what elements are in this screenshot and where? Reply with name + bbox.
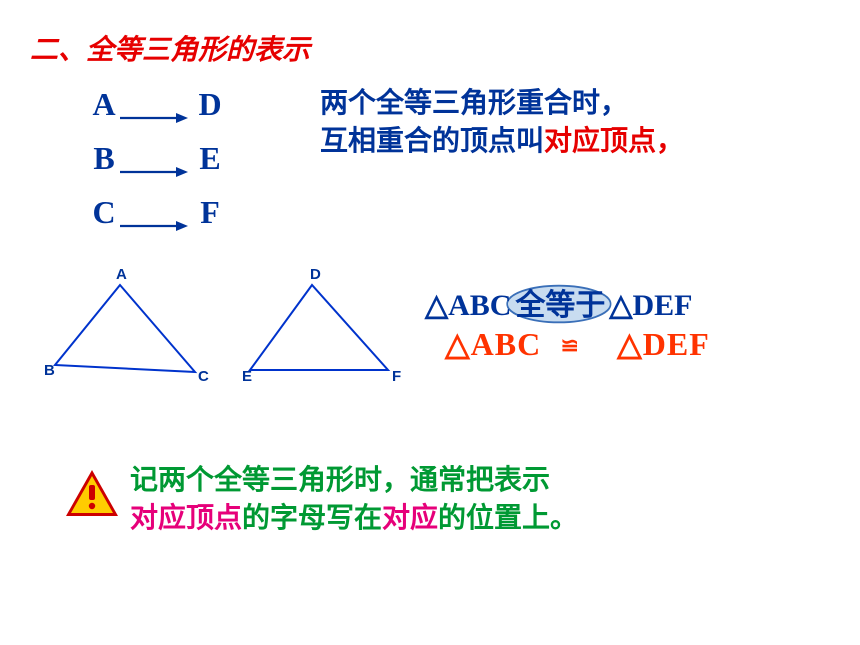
label-e: E bbox=[242, 368, 252, 385]
desc-line2a: 互相重合的顶点叫 bbox=[320, 126, 544, 157]
highlight-oval: 全等于 bbox=[511, 280, 609, 324]
note-line1: 记两个全等三角形时，通常把表示 bbox=[130, 462, 578, 500]
note-p1: 记两个全等三角形时，通常把表示 bbox=[130, 465, 550, 496]
label-d: D bbox=[310, 266, 321, 283]
arrow-icon bbox=[118, 97, 190, 113]
congruence-symbolic: △ABC ≌ △DEF bbox=[445, 325, 710, 363]
warning-icon bbox=[64, 468, 120, 520]
arrow-icon bbox=[118, 205, 190, 221]
label-f: F bbox=[392, 368, 401, 385]
congr1-post: △DEF bbox=[609, 289, 692, 322]
map-row-3: C F bbox=[90, 194, 224, 231]
map-row-1: A D bbox=[90, 86, 224, 123]
congr1-hl: 全等于 bbox=[515, 289, 605, 322]
triangles: A B C D E F bbox=[50, 270, 450, 400]
section-title: 二、全等三角形的表示 bbox=[30, 28, 310, 68]
note-p2d: 的位置上。 bbox=[438, 503, 578, 534]
note-p2b: 的字母写在 bbox=[242, 503, 382, 534]
triangle-def bbox=[250, 285, 388, 370]
map-left: C bbox=[90, 194, 118, 231]
desc-line1: 两个全等三角形重合时， bbox=[320, 86, 628, 122]
label-b: B bbox=[44, 362, 55, 379]
desc-line2b: 对应顶点， bbox=[544, 126, 684, 157]
note-p2a: 对应顶点 bbox=[130, 503, 242, 534]
map-left: B bbox=[90, 140, 118, 177]
congr1-pre: △ABC bbox=[425, 289, 511, 322]
congr2-a: △ABC bbox=[445, 326, 541, 362]
note-line2: 对应顶点的字母写在对应的位置上。 bbox=[130, 500, 578, 538]
arrow-icon bbox=[118, 151, 190, 167]
map-row-2: B E bbox=[90, 140, 224, 177]
map-left: A bbox=[90, 86, 118, 123]
desc-line2: 互相重合的顶点叫对应顶点， bbox=[320, 124, 684, 160]
congr2-b: △DEF bbox=[617, 326, 710, 362]
map-right: F bbox=[196, 194, 224, 231]
map-right: D bbox=[196, 86, 224, 123]
label-a: A bbox=[116, 266, 127, 283]
note: 记两个全等三角形时，通常把表示 对应顶点的字母写在对应的位置上。 bbox=[130, 462, 578, 538]
congruence-text: △ABC 全等于 △DEF bbox=[425, 280, 693, 324]
label-c: C bbox=[198, 368, 209, 385]
triangle-abc bbox=[55, 285, 195, 372]
map-right: E bbox=[196, 140, 224, 177]
congruent-symbol: ≌ bbox=[550, 333, 590, 359]
note-p2c: 对应 bbox=[382, 503, 438, 534]
